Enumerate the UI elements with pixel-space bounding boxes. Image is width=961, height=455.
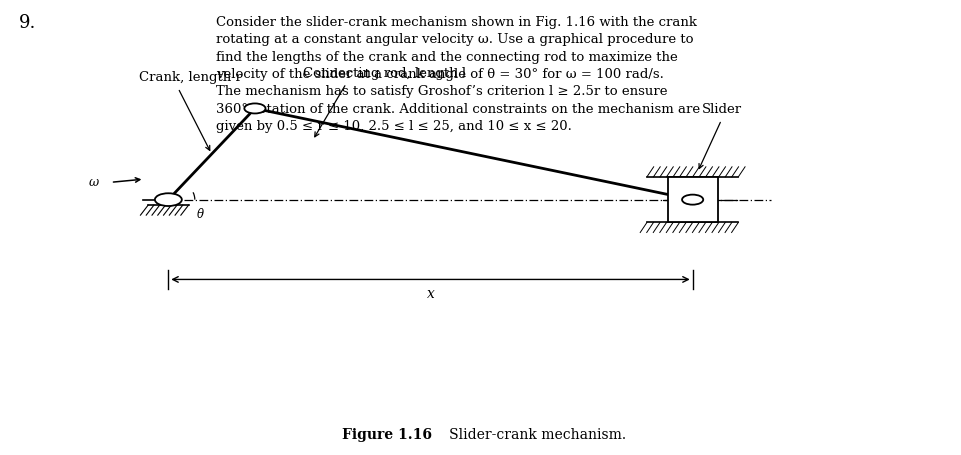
Text: rotating at a constant angular velocity ω. Use a graphical procedure to: rotating at a constant angular velocity … <box>216 33 693 46</box>
Circle shape <box>155 194 182 207</box>
Text: Consider the slider-crank mechanism shown in Fig. 1.16 with the crank: Consider the slider-crank mechanism show… <box>216 16 697 29</box>
Text: Slider: Slider <box>702 103 742 116</box>
Text: Connecting rod, length l: Connecting rod, length l <box>303 66 466 80</box>
Text: Slider-crank mechanism.: Slider-crank mechanism. <box>435 427 626 441</box>
Text: 360° rotation of the crank. Additional constraints on the mechanism are: 360° rotation of the crank. Additional c… <box>216 102 700 116</box>
Text: given by 0.5 ≤ r ≤ 10, 2.5 ≤ l ≤ 25, and 10 ≤ x ≤ 20.: given by 0.5 ≤ r ≤ 10, 2.5 ≤ l ≤ 25, and… <box>216 120 572 133</box>
Circle shape <box>244 104 265 114</box>
Text: find the lengths of the crank and the connecting rod to maximize the: find the lengths of the crank and the co… <box>216 51 678 64</box>
Circle shape <box>681 195 702 205</box>
Text: x: x <box>426 287 434 301</box>
Text: 9.: 9. <box>19 14 37 31</box>
Bar <box>667 177 717 223</box>
Text: velocity of the slider at a crank angle of θ = 30° for ω = 100 rad/s.: velocity of the slider at a crank angle … <box>216 68 664 81</box>
Text: Crank, length r: Crank, length r <box>139 71 242 84</box>
Text: The mechanism has to satisfy Groshof’s criterion l ≥ 2.5r to ensure: The mechanism has to satisfy Groshof’s c… <box>216 85 667 98</box>
Text: ω: ω <box>88 176 99 188</box>
Text: θ: θ <box>196 207 204 220</box>
Text: Figure 1.16: Figure 1.16 <box>341 427 431 441</box>
